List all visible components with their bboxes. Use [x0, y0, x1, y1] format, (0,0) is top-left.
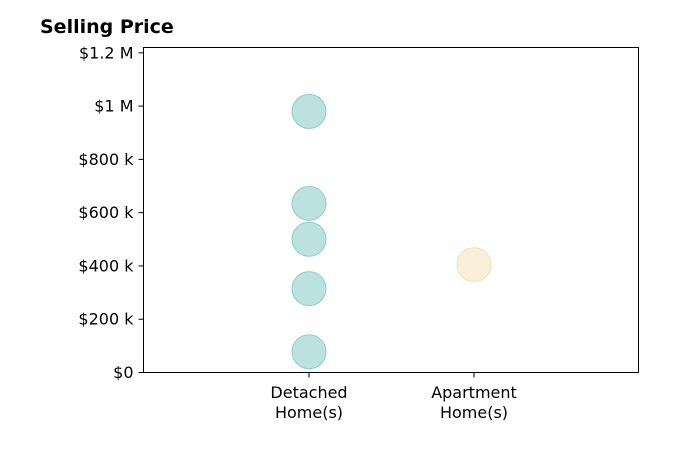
y-tick-label: $400 k [78, 256, 134, 275]
x-tick-label: Detached Home(s) [270, 383, 347, 422]
data-point [291, 334, 327, 370]
plot-frame [143, 47, 639, 373]
data-point [291, 93, 327, 129]
points-layer [291, 93, 492, 370]
y-tick-label: $1.2 M [79, 43, 134, 62]
x-axis: Detached Home(s) Apartment Home(s) [270, 372, 517, 422]
y-tick-label: $800 k [78, 150, 134, 169]
y-tick-label: $0 [113, 363, 133, 382]
data-point [456, 247, 492, 283]
y-tick-label: $200 k [78, 310, 134, 329]
data-point [291, 221, 327, 257]
y-axis: $0 $200 k $400 k $600 k $800 k $1 M $1.2 M [78, 43, 144, 382]
y-tick-label: $600 k [78, 203, 134, 222]
data-point [291, 185, 327, 221]
x-tick-label: Apartment Home(s) [431, 383, 517, 422]
data-point [291, 271, 327, 307]
y-tick-label: $1 M [94, 97, 133, 116]
chart-title: Selling Price [40, 16, 174, 38]
